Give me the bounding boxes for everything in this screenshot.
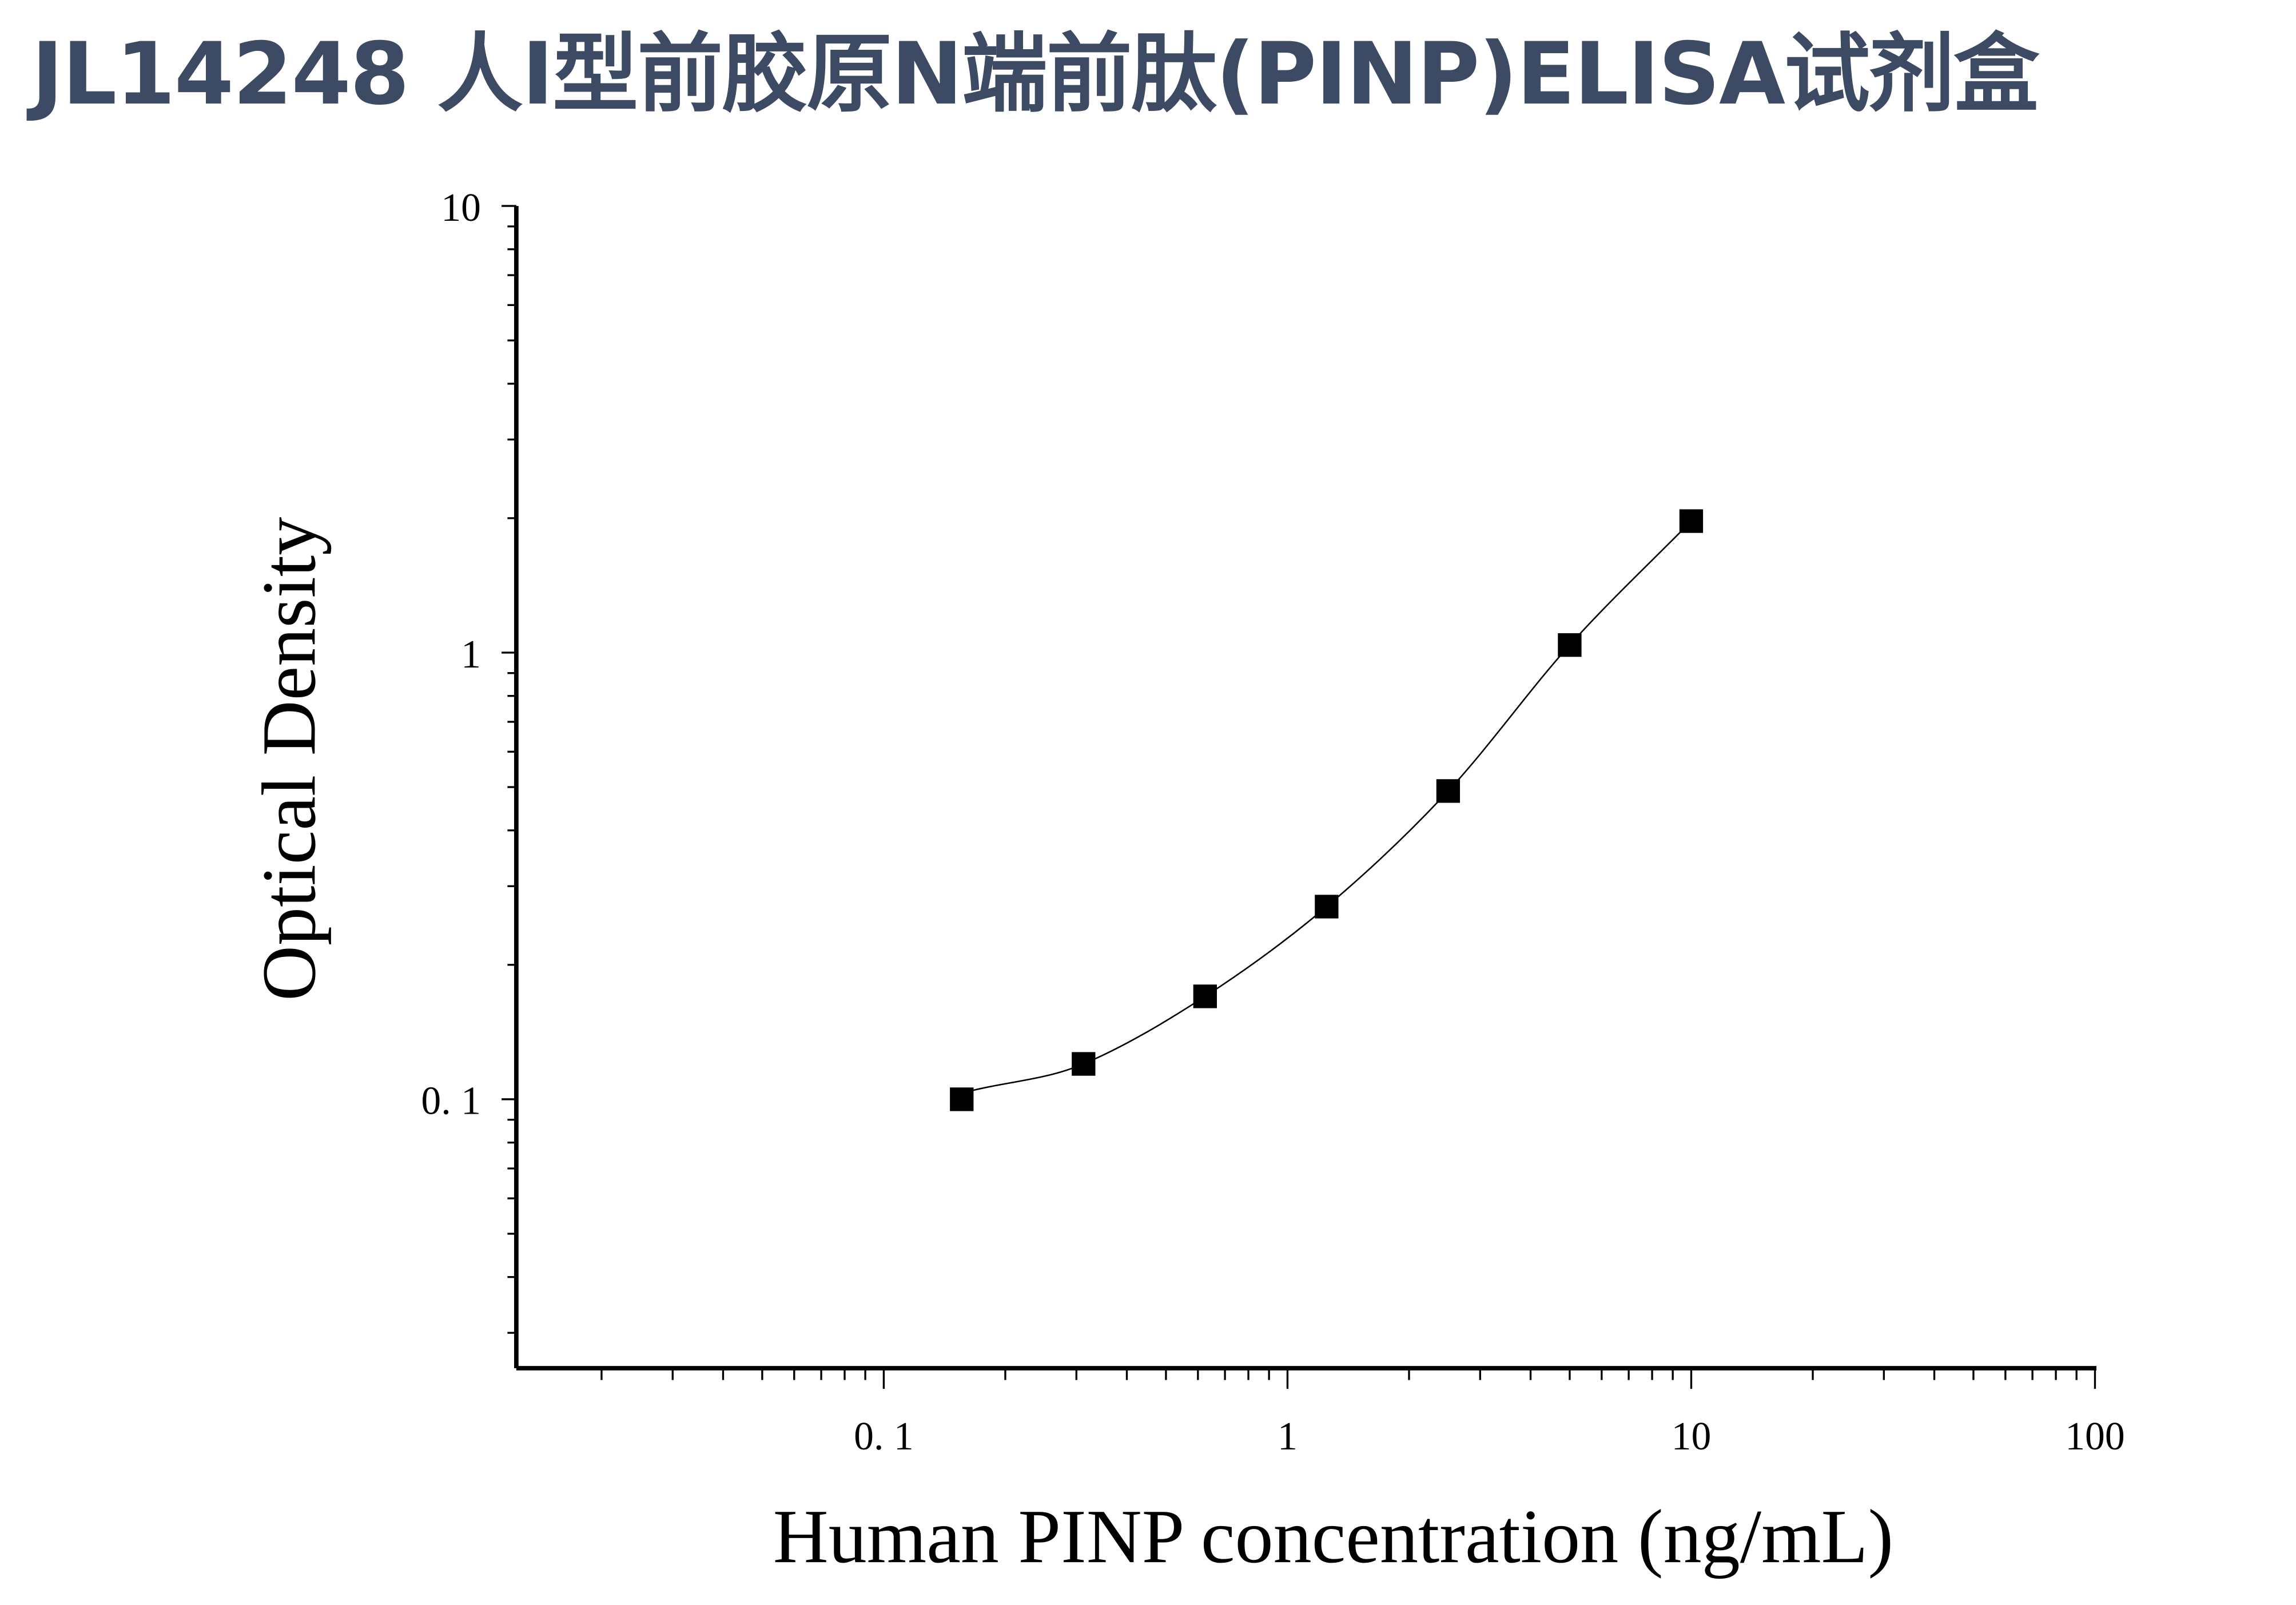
y-axis-label: Optical Density [246, 517, 332, 1001]
x-axis-label: Human PINP concentration (ng/mL) [773, 1494, 1893, 1579]
x-tick-label: 1 [1278, 1415, 1298, 1459]
data-point-marker [1436, 779, 1461, 803]
x-tick-label: 100 [2065, 1415, 2125, 1459]
x-tick-label: 10 [1672, 1415, 1712, 1459]
data-point-marker [950, 1087, 974, 1111]
y-tick-label: 10 [441, 186, 481, 230]
fit-curve [961, 521, 1692, 1094]
tick-labels: 0. 1 1 10 100 0. 1 1 10 [421, 186, 2124, 1459]
y-tick-label: 0. 1 [421, 1079, 481, 1123]
data-point-marker [1193, 984, 1217, 1008]
data-point-marker [1315, 895, 1339, 919]
x-tick-label: 0. 1 [854, 1415, 914, 1459]
data-markers [950, 509, 1704, 1111]
data-point-marker [1072, 1052, 1096, 1076]
y-tick-label: 1 [461, 633, 481, 677]
axes [502, 205, 2097, 1389]
data-point-marker [1558, 633, 1582, 657]
page-title: JL14248 人I型前胶原N端前肽(PINP)ELISA试剂盒 [31, 25, 2039, 124]
data-point-marker [1679, 509, 1704, 533]
